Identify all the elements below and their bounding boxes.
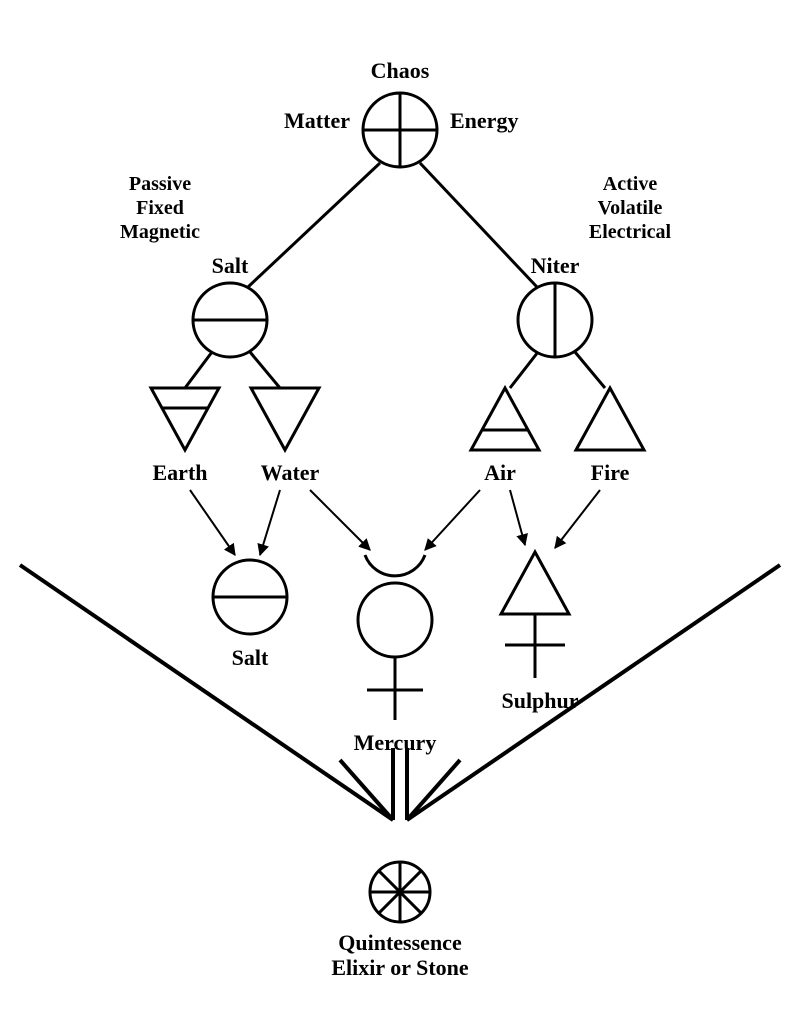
sulphur-symbol bbox=[501, 552, 569, 678]
arrow-earth-salt bbox=[190, 490, 235, 555]
big-arrow-left bbox=[20, 565, 393, 820]
salt-upper-symbol bbox=[193, 283, 267, 357]
passive-label-2: Fixed bbox=[136, 197, 184, 219]
chaos-symbol bbox=[363, 93, 437, 167]
salt-lower-symbol bbox=[213, 560, 287, 634]
arrow-water-salt bbox=[260, 490, 280, 555]
arrow-air-mercury bbox=[425, 490, 480, 550]
edge-salt-water bbox=[250, 352, 280, 388]
active-label-1: Active bbox=[603, 173, 658, 195]
passive-label-3: Magnetic bbox=[120, 221, 200, 243]
edge-niter-air bbox=[510, 352, 538, 388]
edge-niter-fire bbox=[575, 352, 605, 388]
active-label-2: Volatile bbox=[598, 197, 663, 219]
active-label-3: Electrical bbox=[589, 221, 672, 243]
passive-label-1: Passive bbox=[129, 173, 191, 195]
salt-lower-label: Salt bbox=[232, 645, 269, 670]
quintessence-symbol bbox=[370, 862, 430, 922]
edge-salt-earth bbox=[185, 352, 212, 388]
arrow-air-sulphur bbox=[510, 490, 525, 545]
earth-label: Earth bbox=[153, 460, 208, 485]
big-arrow-right bbox=[407, 565, 780, 820]
water-label: Water bbox=[261, 460, 320, 485]
arrow-fire-sulphur bbox=[555, 490, 600, 548]
chaos-label: Chaos bbox=[371, 58, 430, 83]
niter-label: Niter bbox=[531, 253, 580, 278]
fire-label: Fire bbox=[591, 460, 630, 485]
quintessence-label-1: Quintessence bbox=[338, 930, 462, 955]
edge-chaos-salt bbox=[248, 163, 380, 287]
air-symbol bbox=[471, 388, 539, 450]
air-label: Air bbox=[484, 460, 516, 485]
quintessence-label-2: Elixir or Stone bbox=[331, 955, 469, 980]
matter-label: Matter bbox=[284, 108, 350, 133]
earth-symbol bbox=[151, 388, 219, 450]
water-symbol bbox=[251, 388, 319, 450]
alchemy-diagram: Chaos Matter Energy Passive Fixed Magnet… bbox=[0, 0, 801, 1024]
energy-label: Energy bbox=[450, 108, 518, 133]
niter-symbol bbox=[518, 283, 592, 357]
salt-upper-label: Salt bbox=[212, 253, 249, 278]
arrow-water-mercury bbox=[310, 490, 370, 550]
fire-symbol bbox=[576, 388, 644, 450]
mercury-symbol bbox=[358, 555, 432, 720]
edge-chaos-niter bbox=[420, 163, 537, 287]
